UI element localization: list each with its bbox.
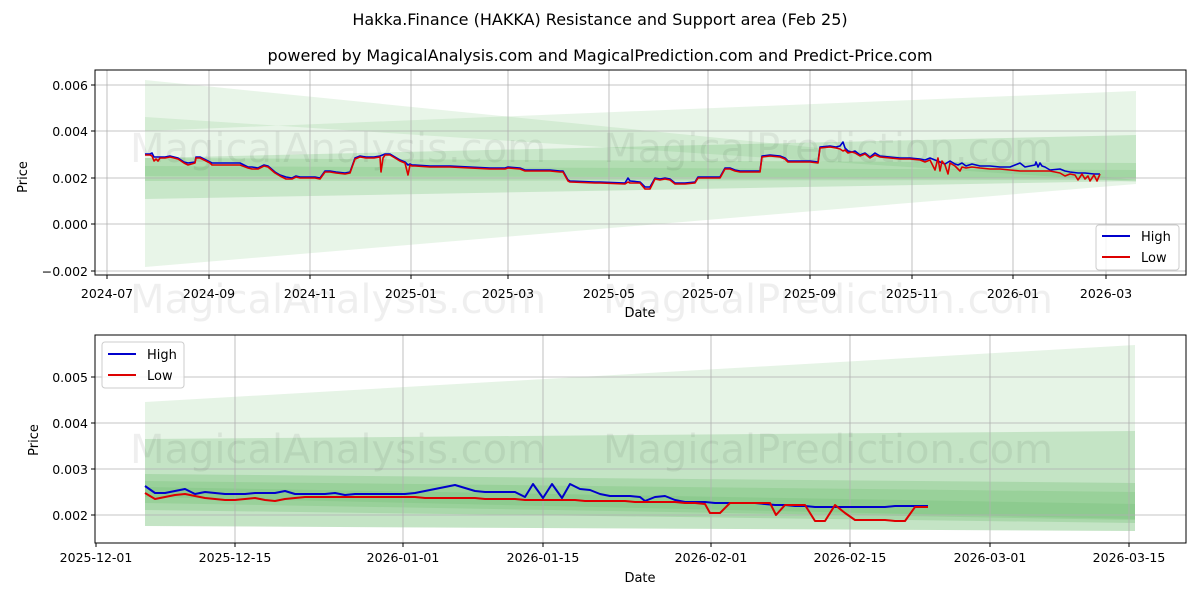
top-xtick-label: 2025-05: [583, 286, 635, 301]
top-xtick-label: 2025-11: [886, 286, 938, 301]
watermark-analysis-3: MagicalAnalysis.com: [130, 427, 546, 473]
bottom-chart: MagicalAnalysis.com MagicalPrediction.co…: [27, 334, 1187, 586]
top-xtick-label: 2025-07: [682, 286, 734, 301]
top-axes-frame: [94, 69, 1187, 276]
top-xtick-label: 2024-07: [81, 286, 133, 301]
top-xtick-label: 2024-11: [284, 286, 336, 301]
bottom-x-axis-label: Date: [624, 571, 655, 586]
watermark-prediction-2: MagicalPrediction.com: [603, 277, 1053, 323]
top-xtick-label: 2026-01: [987, 286, 1039, 301]
bottom-legend: High Low: [101, 341, 185, 389]
bottom-xtick-label: 2026-01-15: [507, 550, 580, 565]
bottom-xtick-label: 2026-02-15: [814, 550, 887, 565]
chart-title: Hakka.Finance (HAKKA) Resistance and Sup…: [352, 10, 848, 29]
legend-low-label: Low: [1141, 251, 1167, 266]
bottom-xtick-label: 2026-02-01: [675, 550, 748, 565]
top-ytick-label: 0.006: [52, 78, 88, 93]
bottom-ytick-label: 0.005: [52, 370, 88, 385]
top-xtick-label: 2025-09: [784, 286, 836, 301]
top-x-axis-label: Date: [624, 306, 655, 321]
watermark-analysis: MagicalAnalysis.com: [130, 126, 546, 172]
bottom-xtick-label: 2026-03-01: [954, 550, 1027, 565]
top-ytick-label: 0.004: [52, 124, 88, 139]
bottom-ytick-label: 0.004: [52, 416, 88, 431]
top-ytick-label: −0.002: [42, 264, 88, 279]
top-xtick-label: 2026-03: [1080, 286, 1132, 301]
chart-subtitle: powered by MagicalAnalysis.com and Magic…: [267, 46, 933, 65]
legend-high-label: High: [147, 348, 177, 363]
top-xtick-label: 2025-01: [385, 286, 437, 301]
top-xtick-label: 2024-09: [183, 286, 235, 301]
bottom-grid: [95, 335, 1186, 543]
top-low-line: [145, 146, 1101, 190]
bottom-xtick-label: 2025-12-15: [199, 550, 272, 565]
legend-high-label: High: [1141, 230, 1171, 245]
watermark-prediction-3: MagicalPrediction.com: [603, 427, 1053, 473]
bottom-y-axis-label: Price: [27, 424, 42, 456]
bottom-low-line: [144, 492, 928, 522]
top-legend: High Low: [1095, 224, 1180, 271]
bottom-axes-frame: [94, 334, 1187, 544]
bottom-xtick-label: 2025-12-01: [60, 550, 133, 565]
top-support-resistance-bands: [145, 80, 1136, 267]
bottom-xtick-label: 2026-03-15: [1093, 550, 1166, 565]
bottom-xtick-label: 2026-01-01: [367, 550, 440, 565]
watermark-prediction: MagicalPrediction.com: [603, 126, 1053, 172]
top-xtick-label: 2025-03: [482, 286, 534, 301]
top-grid: [95, 70, 1186, 275]
top-y-axis-label: Price: [16, 161, 31, 193]
watermark-analysis-2: MagicalAnalysis.com: [130, 277, 546, 323]
top-high-line: [145, 141, 1100, 188]
top-chart: MagicalAnalysis.com MagicalPrediction.co…: [16, 69, 1187, 323]
top-ytick-label: 0.002: [52, 171, 88, 186]
bottom-ytick-label: 0.002: [52, 508, 88, 523]
top-ytick-label: 0.000: [52, 217, 88, 232]
bottom-ytick-label: 0.003: [52, 462, 88, 477]
legend-low-label: Low: [147, 369, 173, 384]
